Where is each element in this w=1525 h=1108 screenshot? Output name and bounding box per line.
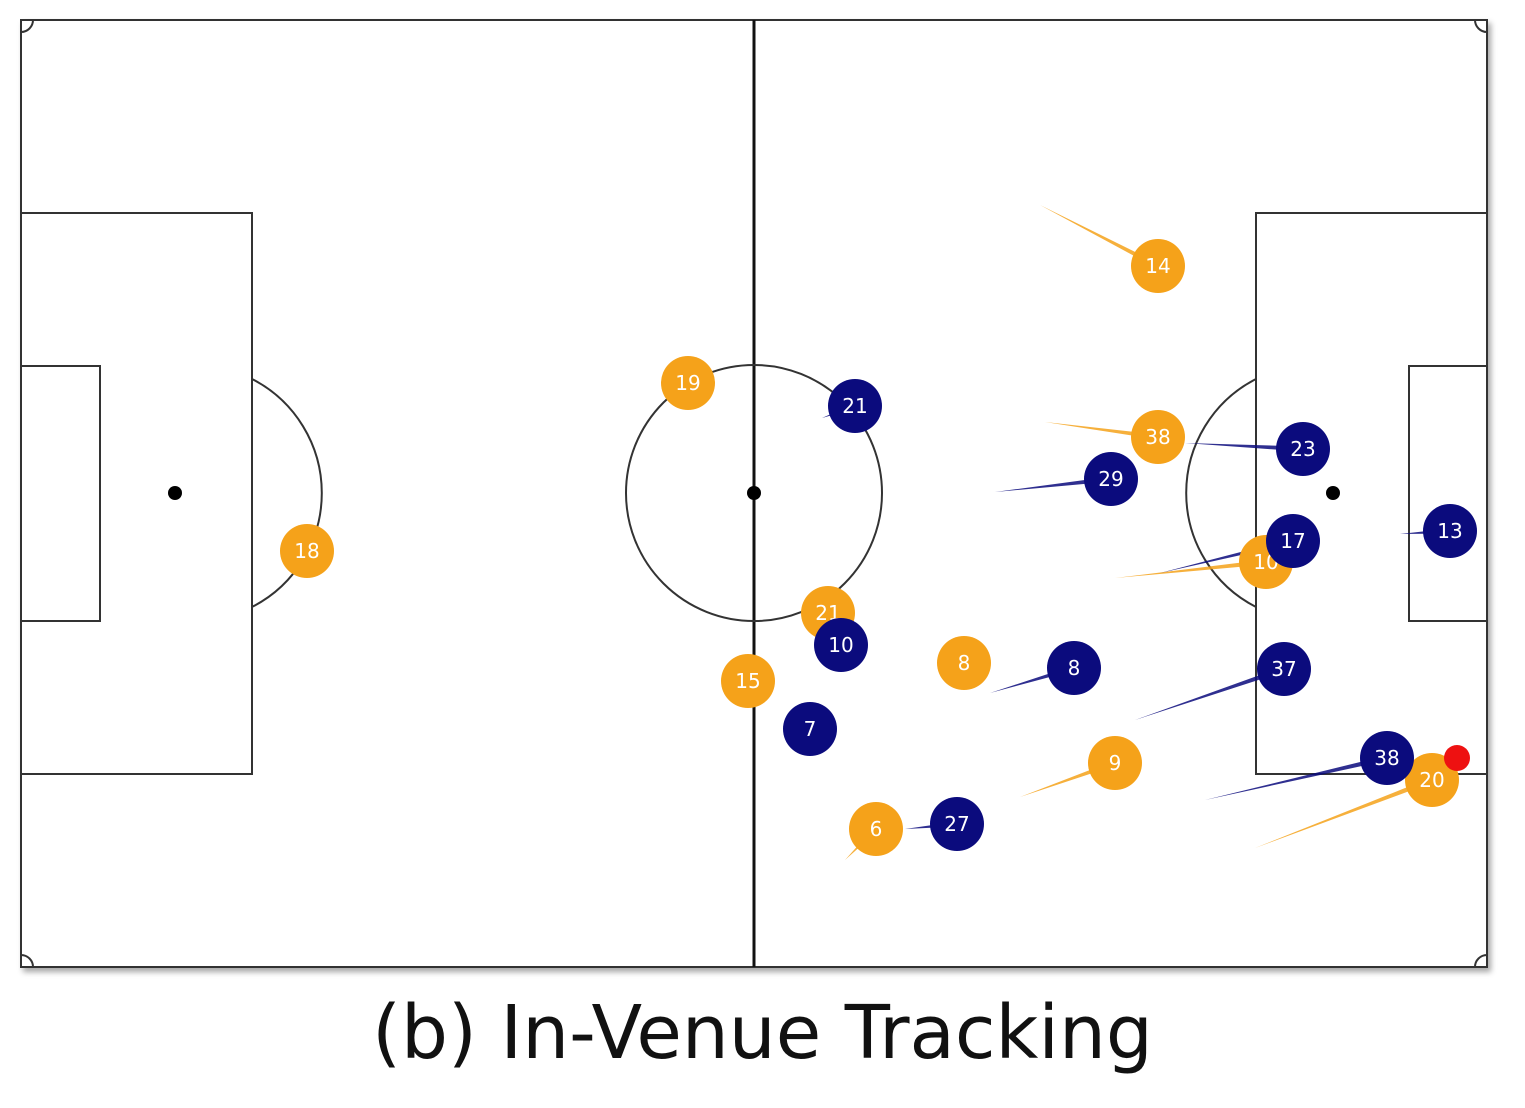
player-number: 38	[1145, 425, 1170, 449]
away-player-marker: 7	[783, 702, 837, 756]
movement-trails	[822, 205, 1451, 860]
player-dot	[1131, 239, 1185, 293]
player-number: 15	[735, 669, 760, 693]
player-number: 10	[828, 633, 853, 657]
player-dot	[1360, 731, 1414, 785]
home-player-marker: 38	[1131, 410, 1185, 464]
right-penalty-arc	[1185, 378, 1257, 608]
player-number: 21	[842, 394, 867, 418]
player-number: 17	[1280, 529, 1305, 553]
left-penalty-arc	[251, 378, 323, 608]
away-player-marker: 38	[1360, 731, 1414, 785]
ball	[1444, 745, 1470, 771]
player-dot	[1047, 641, 1101, 695]
away-player-marker: 27	[930, 797, 984, 851]
player-dot	[1257, 642, 1311, 696]
away-player-marker: 29	[1084, 452, 1138, 506]
home-player-marker: 14	[1131, 239, 1185, 293]
player-number: 14	[1145, 254, 1170, 278]
player-number: 19	[675, 371, 700, 395]
player-trail	[1040, 205, 1160, 269]
player-dot	[814, 618, 868, 672]
home-player-marker: 19	[661, 356, 715, 410]
figure-caption: (b) In-Venue Tracking	[372, 990, 1153, 1076]
player-dot	[1088, 736, 1142, 790]
player-trail	[1185, 443, 1304, 452]
right-goal-area	[1408, 365, 1488, 622]
player-number: 8	[958, 651, 971, 675]
player-number: 37	[1271, 657, 1296, 681]
away-player-marker: 8	[1047, 641, 1101, 695]
player-dot	[1084, 452, 1138, 506]
away-player-marker: 23	[1276, 422, 1330, 476]
right-penalty-spot	[1326, 486, 1340, 500]
player-number: 27	[944, 812, 969, 836]
player-number: 23	[1290, 437, 1315, 461]
player-trail	[1255, 777, 1433, 848]
player-dot	[1423, 504, 1477, 558]
player-number: 29	[1098, 467, 1123, 491]
player-dot	[1131, 410, 1185, 464]
player-dot	[1266, 514, 1320, 568]
player-number: 8	[1068, 656, 1081, 680]
home-player-marker: 20	[1405, 753, 1459, 807]
away-player-marker: 10	[814, 618, 868, 672]
home-player-marker: 8	[937, 636, 991, 690]
corner-arc-bottom-left	[20, 954, 34, 968]
corner-arc-top-right	[1474, 19, 1488, 33]
player-number: 20	[1419, 768, 1444, 792]
player-dot	[849, 802, 903, 856]
player-number: 38	[1374, 746, 1399, 770]
player-dot	[280, 524, 334, 578]
center-spot	[747, 486, 761, 500]
player-trail	[1045, 422, 1159, 440]
left-goal-area	[20, 365, 101, 622]
home-player-marker: 9	[1088, 736, 1142, 790]
home-player-marker: 6	[849, 802, 903, 856]
center-circle	[625, 364, 883, 622]
away-player-marker: 37	[1257, 642, 1311, 696]
away-player-marker: 17	[1266, 514, 1320, 568]
player-trail	[1135, 666, 1285, 720]
home-player-marker: 18	[280, 524, 334, 578]
player-dot	[783, 702, 837, 756]
player-dot	[721, 654, 775, 708]
away-player-marker: 21	[828, 379, 882, 433]
corner-arc-top-left	[20, 19, 34, 33]
player-number: 7	[804, 717, 817, 741]
player-dot	[661, 356, 715, 410]
corner-arc-bottom-right	[1474, 954, 1488, 968]
player-trail	[1205, 755, 1388, 800]
player-trail	[1115, 559, 1267, 578]
player-dot	[937, 636, 991, 690]
player-trail	[995, 476, 1112, 492]
player-dot	[828, 379, 882, 433]
player-number: 13	[1437, 519, 1462, 543]
player-dot	[1276, 422, 1330, 476]
player-number: 6	[870, 817, 883, 841]
left-penalty-spot	[168, 486, 182, 500]
away-player-marker: 13	[1423, 504, 1477, 558]
player-number: 18	[294, 539, 319, 563]
player-dot	[930, 797, 984, 851]
player-number: 9	[1109, 751, 1122, 775]
home-player-marker: 15	[721, 654, 775, 708]
player-dot	[1405, 753, 1459, 807]
